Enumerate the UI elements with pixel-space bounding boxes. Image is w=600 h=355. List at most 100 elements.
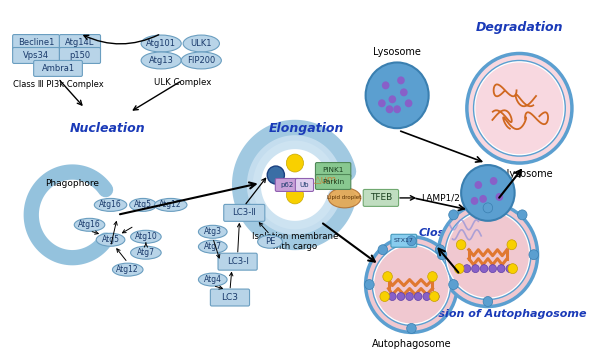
Circle shape (517, 210, 527, 220)
Circle shape (423, 293, 431, 301)
Circle shape (397, 76, 405, 84)
Circle shape (430, 291, 439, 301)
Text: Parkin: Parkin (322, 179, 344, 185)
Ellipse shape (154, 198, 187, 211)
Circle shape (407, 236, 416, 246)
FancyBboxPatch shape (211, 289, 250, 306)
FancyBboxPatch shape (391, 234, 417, 247)
Circle shape (457, 240, 466, 250)
FancyBboxPatch shape (363, 190, 398, 206)
Text: PE: PE (265, 237, 275, 246)
Circle shape (431, 293, 439, 301)
Circle shape (394, 105, 401, 113)
Text: LC3-Ⅰ: LC3-Ⅰ (227, 257, 248, 266)
FancyBboxPatch shape (59, 48, 101, 64)
Text: Atg5: Atg5 (101, 235, 119, 244)
Circle shape (389, 293, 396, 301)
Text: Lipid droplet: Lipid droplet (328, 195, 362, 201)
Text: Atg7: Atg7 (204, 242, 222, 251)
Circle shape (374, 246, 449, 323)
Circle shape (378, 245, 388, 255)
Text: LC3-Ⅱ: LC3-Ⅱ (232, 208, 256, 217)
Circle shape (445, 210, 531, 300)
Circle shape (496, 193, 503, 201)
FancyBboxPatch shape (295, 179, 314, 191)
Text: Degradation: Degradation (476, 21, 563, 34)
Circle shape (405, 99, 412, 107)
FancyBboxPatch shape (224, 204, 265, 221)
Text: Atg16: Atg16 (99, 200, 122, 209)
Ellipse shape (130, 198, 157, 211)
Ellipse shape (199, 273, 227, 286)
Text: Becline1: Becline1 (18, 38, 54, 47)
Circle shape (415, 293, 422, 301)
Circle shape (461, 165, 515, 221)
Text: Atg3: Atg3 (204, 227, 222, 236)
Circle shape (463, 265, 470, 273)
Circle shape (428, 272, 437, 282)
Circle shape (383, 272, 392, 282)
Circle shape (506, 265, 514, 273)
Circle shape (497, 265, 505, 273)
Ellipse shape (96, 233, 125, 246)
Circle shape (489, 265, 496, 273)
Circle shape (365, 237, 457, 332)
Ellipse shape (131, 246, 161, 259)
Circle shape (454, 264, 464, 274)
Text: Atg4: Atg4 (204, 275, 222, 284)
Circle shape (397, 293, 405, 301)
Ellipse shape (131, 230, 161, 243)
Circle shape (472, 265, 479, 273)
Text: Atg7: Atg7 (137, 248, 155, 257)
Text: Fusion of Autophagosome: Fusion of Autophagosome (424, 310, 586, 320)
Circle shape (386, 105, 394, 113)
Text: Autophagosome: Autophagosome (371, 339, 451, 349)
Circle shape (490, 177, 497, 185)
Text: ULK Complex: ULK Complex (154, 78, 211, 87)
Circle shape (470, 197, 478, 205)
Text: Isolation membrane
with cargo: Isolation membrane with cargo (252, 232, 338, 251)
Circle shape (406, 293, 413, 301)
Text: Nucleation: Nucleation (70, 122, 145, 135)
Circle shape (483, 296, 493, 306)
Circle shape (365, 280, 374, 290)
FancyBboxPatch shape (13, 48, 59, 64)
FancyBboxPatch shape (316, 163, 351, 178)
Ellipse shape (328, 188, 361, 208)
Circle shape (449, 280, 458, 290)
Circle shape (475, 181, 482, 189)
Circle shape (507, 240, 517, 250)
Text: Atg14L: Atg14L (65, 38, 95, 47)
Circle shape (372, 244, 451, 326)
Text: Ub: Ub (300, 182, 309, 188)
FancyBboxPatch shape (13, 34, 59, 50)
Text: Ambra1: Ambra1 (41, 64, 74, 73)
Ellipse shape (199, 225, 227, 238)
Circle shape (479, 195, 487, 203)
Ellipse shape (183, 35, 220, 52)
Circle shape (400, 88, 407, 96)
Text: p150: p150 (70, 51, 91, 60)
Text: LC3: LC3 (221, 293, 238, 302)
Circle shape (389, 95, 396, 103)
Ellipse shape (74, 218, 105, 231)
Circle shape (380, 291, 389, 301)
Text: Atg101: Atg101 (146, 39, 176, 48)
Circle shape (449, 210, 458, 220)
Text: Atg12: Atg12 (160, 200, 182, 209)
Text: Atg13: Atg13 (149, 56, 173, 65)
FancyBboxPatch shape (218, 253, 257, 270)
Circle shape (382, 81, 389, 89)
Circle shape (467, 54, 572, 163)
Circle shape (267, 166, 284, 184)
Text: p62: p62 (281, 182, 294, 188)
Text: Vps34: Vps34 (23, 51, 49, 60)
Text: Atg5: Atg5 (134, 200, 152, 209)
Circle shape (475, 62, 563, 154)
Text: TFEB: TFEB (370, 193, 392, 202)
Ellipse shape (112, 263, 143, 276)
Circle shape (480, 265, 488, 273)
Circle shape (437, 250, 447, 260)
Text: Atg16: Atg16 (78, 220, 101, 229)
Text: LAMP1/2: LAMP1/2 (421, 193, 460, 202)
